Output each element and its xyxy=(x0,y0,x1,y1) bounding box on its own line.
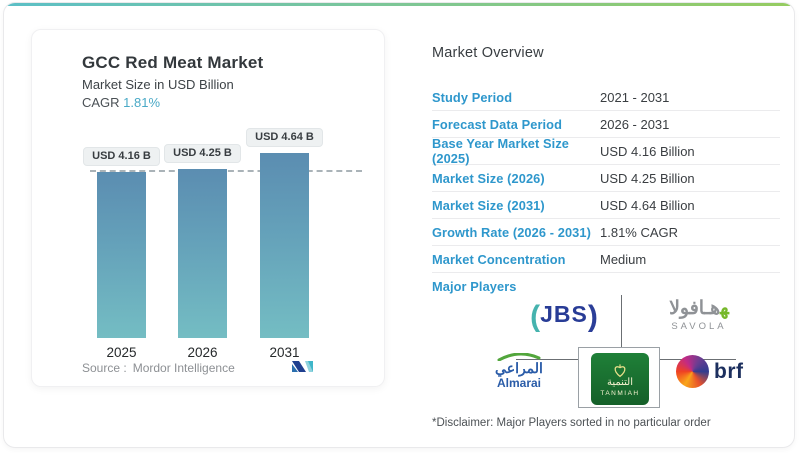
tanmiah-logo-box: التنمية TANMIAH xyxy=(578,347,660,408)
bar-value-label: USD 4.25 B xyxy=(164,144,241,163)
brf-circle-icon xyxy=(676,355,709,388)
row-value: USD 4.64 Billion xyxy=(600,197,695,213)
outer-card: GCC Red Meat Market Market Size in USD B… xyxy=(3,2,795,448)
tanmiah-heart-icon xyxy=(614,363,626,377)
chart-title: GCC Red Meat Market xyxy=(82,53,264,72)
table-row: Growth Rate (2026 - 2031) 1.81% CAGR xyxy=(432,219,780,246)
source-label: Source : xyxy=(82,361,127,375)
cagr-value: 1.81% xyxy=(123,95,161,110)
row-value: Medium xyxy=(600,251,647,267)
row-value: USD 4.16 Billion xyxy=(600,143,695,159)
bar-value-label: USD 4.16 B xyxy=(83,147,160,166)
source-value: Mordor Intelligence xyxy=(132,361,235,375)
major-players-row: Major Players xyxy=(432,273,780,300)
x-axis-label: 2031 xyxy=(269,345,300,360)
savola-green-triangle: ﮭ xyxy=(720,298,729,319)
table-row: Market Size (2031) USD 4.64 Billion xyxy=(432,192,780,219)
table-row: Study Period 2021 - 2031 xyxy=(432,84,780,111)
source-attribution: Source : Mordor Intelligence xyxy=(82,358,364,378)
bar-column: USD 4.25 B xyxy=(164,144,241,338)
bar xyxy=(97,172,146,338)
connector-line-left xyxy=(516,359,578,360)
bar-chart: USD 4.16 B USD 4.25 B USD 4.64 B 2025 20… xyxy=(32,30,384,386)
x-axis-label: 2026 xyxy=(187,345,218,360)
chart-cagr: CAGR 1.81% xyxy=(82,95,160,110)
disclaimer-text: *Disclaimer: Major Players sorted in no … xyxy=(432,417,711,429)
overview-title: Market Overview xyxy=(432,45,544,61)
mordor-intelligence-logo-icon xyxy=(291,358,317,378)
row-label: Study Period xyxy=(432,89,513,105)
market-overview-panel: Market Overview Study Period 2021 - 2031… xyxy=(432,45,780,300)
table-row: Market Size (2026) USD 4.25 Billion xyxy=(432,165,780,192)
row-value: USD 4.25 Billion xyxy=(600,170,695,186)
row-value: 1.81% CAGR xyxy=(600,224,679,240)
savola-logo: ﮭهـافولا SAVOLA xyxy=(644,298,754,333)
cagr-label: CAGR xyxy=(82,95,124,110)
top-gradient-accent xyxy=(4,3,794,6)
row-label: Forecast Data Period xyxy=(432,116,563,132)
row-label: Growth Rate (2026 - 2031) xyxy=(432,224,591,240)
overview-table: Study Period 2021 - 2031 Forecast Data P… xyxy=(432,84,780,300)
bar xyxy=(260,153,309,338)
table-row: Base Year Market Size (2025) USD 4.16 Bi… xyxy=(432,136,780,166)
table-row: Market Concentration Medium xyxy=(432,246,780,273)
jbs-paren-right: ) xyxy=(587,300,598,333)
row-label: Market Size (2026) xyxy=(432,170,545,186)
jbs-paren-left: ( xyxy=(530,300,541,333)
brf-logo: brf xyxy=(676,355,766,388)
major-players-label: Major Players xyxy=(432,279,517,294)
connector-line-vertical xyxy=(621,295,622,347)
row-value: 2021 - 2031 xyxy=(600,89,670,105)
almarai-swoosh-icon xyxy=(497,353,541,361)
savola-wordmark: SAVOLA xyxy=(671,321,727,332)
tanmiah-logo: التنمية TANMIAH xyxy=(591,353,649,405)
row-label: Base Year Market Size (2025) xyxy=(432,136,570,166)
bar-value-label: USD 4.64 B xyxy=(246,128,323,147)
major-players-logos: (JBS) ﮭهـافولا SAVOLA التنمية TANMIAH xyxy=(454,289,784,413)
row-label: Market Size (2031) xyxy=(432,197,545,213)
jbs-logo: (JBS) xyxy=(530,300,598,333)
chart-card: GCC Red Meat Market Market Size in USD B… xyxy=(31,29,385,387)
almarai-logo: المراعي Almarai xyxy=(484,353,554,390)
x-axis-label: 2025 xyxy=(106,345,137,360)
bar-column: USD 4.16 B xyxy=(83,147,160,338)
chart-subtitle: Market Size in USD Billion xyxy=(82,77,234,92)
row-value: 2026 - 2031 xyxy=(600,116,670,132)
bar-column: USD 4.64 B xyxy=(246,128,323,338)
row-label: Market Concentration xyxy=(432,251,566,267)
table-row: Forecast Data Period 2026 - 2031 xyxy=(432,111,780,138)
bar xyxy=(178,169,227,338)
